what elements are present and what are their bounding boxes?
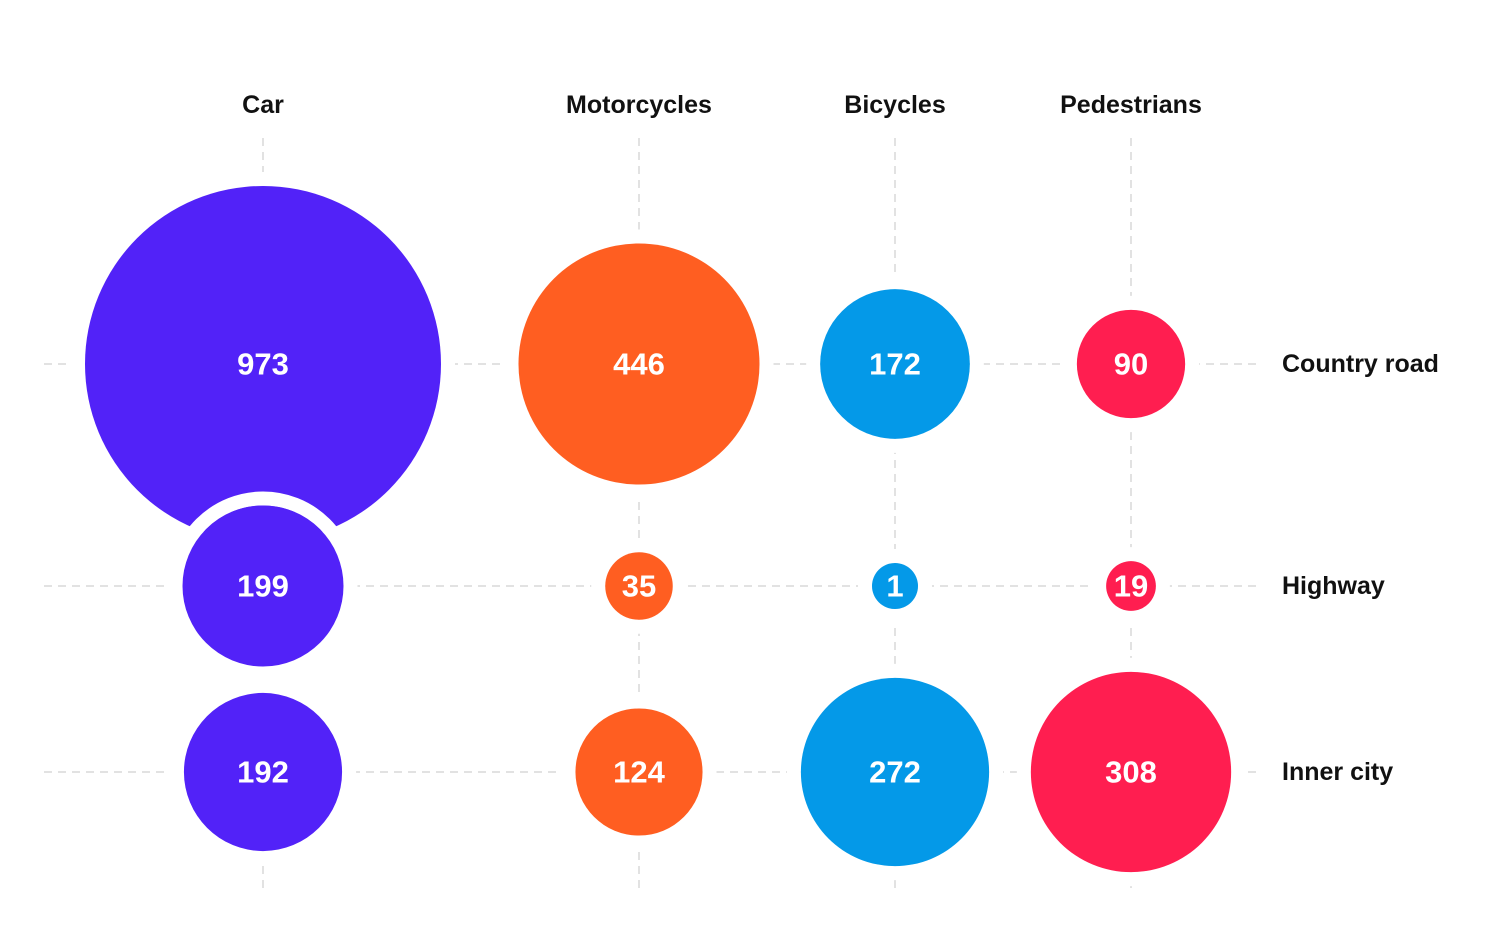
bubble-value-label: 446	[613, 347, 665, 382]
bubble-gap-ring	[168, 491, 358, 681]
bubble-circle	[1076, 309, 1186, 419]
bubble-circle	[518, 243, 760, 485]
bubble-motorcycles-inner-city: 124	[561, 694, 717, 850]
bubble-value-label: 308	[1105, 755, 1157, 790]
column-label-motorcycles: Motorcycles	[566, 91, 712, 119]
bubble-circle	[800, 677, 990, 867]
bubble-gap-ring	[786, 663, 1004, 881]
bubble-value-label: 192	[237, 755, 289, 790]
row-label-highway: Highway	[1282, 572, 1385, 600]
axis-labels: Car Motorcycles Bicycles Pedestrians Country…	[242, 91, 1439, 786]
bubble-pedestrians-highway: 19	[1092, 547, 1170, 625]
bubble-value-label: 973	[237, 347, 289, 382]
bubble-pedestrians-country-road: 90	[1062, 295, 1200, 433]
bubble-value-label: 172	[869, 347, 921, 382]
bubble-gap-ring	[1016, 657, 1246, 887]
bubble-circle	[1106, 561, 1156, 611]
bubble-gap-ring	[1092, 547, 1170, 625]
bubble-circle	[605, 552, 673, 620]
bubble-value-label: 35	[622, 569, 656, 604]
bubble-gap-ring	[806, 275, 984, 453]
bubble-motorcycles-country-road: 446	[504, 229, 774, 499]
column-label-bicycles: Bicycles	[844, 91, 945, 119]
bubble-bicycles-country-road: 172	[806, 275, 984, 453]
bubble-gap-ring	[591, 538, 687, 634]
row-label-inner-city: Inner city	[1282, 758, 1393, 786]
bubble-gap-ring	[504, 229, 774, 499]
bubble-gap-ring	[561, 694, 717, 850]
column-label-car: Car	[242, 91, 284, 119]
bubble-value-label: 272	[869, 755, 921, 790]
bubble-circle	[85, 186, 441, 542]
bubble-circle	[183, 692, 343, 852]
bubble-motorcycles-highway: 35	[591, 538, 687, 634]
bubble-gap-ring	[1062, 295, 1200, 433]
bubble-bicycles-inner-city: 272	[786, 663, 1004, 881]
bubble-value-label: 19	[1114, 569, 1148, 604]
bubbles: 973 446 172 90 199 35 1 19 192 124 272 308	[71, 172, 1246, 887]
bubble-value-label: 124	[613, 755, 665, 790]
bubble-car-highway: 199	[168, 491, 358, 681]
bubble-gap-ring	[858, 549, 932, 623]
bubble-value-label: 199	[237, 569, 289, 604]
bubble-value-label: 90	[1114, 347, 1148, 382]
row-label-country-road: Country road	[1282, 350, 1439, 378]
bubble-circle	[820, 289, 970, 439]
bubble-value-label: 1	[886, 569, 903, 604]
bubble-pedestrians-inner-city: 308	[1016, 657, 1246, 887]
bubble-bicycles-highway: 1	[858, 549, 932, 623]
column-label-pedestrians: Pedestrians	[1060, 91, 1202, 119]
bubble-circle	[575, 708, 703, 836]
bubble-gap-ring	[169, 678, 357, 866]
bubble-circle	[872, 563, 918, 609]
bubble-car-inner-city: 192	[169, 678, 357, 866]
bubble-circle	[1030, 671, 1232, 873]
bubble-circle	[182, 505, 344, 667]
